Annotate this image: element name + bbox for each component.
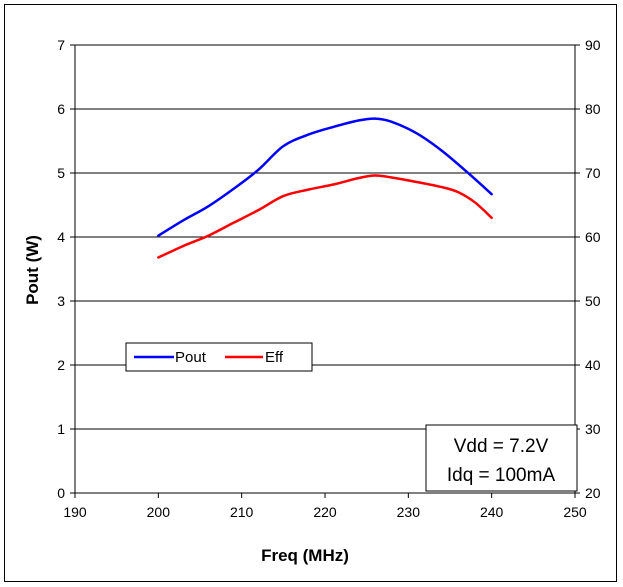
x-tick-label: 240 (480, 504, 504, 520)
x-tick-label: 230 (397, 504, 421, 520)
x-tick-label: 210 (230, 504, 254, 520)
y-right-tick-label: 20 (585, 485, 601, 501)
y-left-tick-label: 6 (57, 101, 65, 117)
y-left-tick-label: 0 (57, 485, 65, 501)
series-lines (157, 117, 493, 259)
x-tick-label: 190 (63, 504, 87, 520)
y-right-tick-label: 40 (585, 357, 601, 373)
tick-labels: 0 1 2 3 4 5 6 7 20 30 40 50 60 70 80 90 190 200 210 220 230 2… (57, 37, 601, 520)
annotation-vdd: Vdd = 7.2V (454, 436, 549, 457)
y-right-tick-label: 30 (585, 421, 601, 437)
y-left-tick-label: 4 (57, 229, 65, 245)
y-right-tick-label: 80 (585, 101, 601, 117)
legend: Pout Eff (125, 342, 313, 372)
x-tick-label: 220 (313, 504, 337, 520)
y-right-tick-label: 70 (585, 165, 601, 181)
x-tick-label: 250 (563, 504, 587, 520)
y-left-tick-label: 5 (57, 165, 65, 181)
y-left-tick-label: 7 (57, 37, 65, 53)
axes (70, 44, 580, 498)
x-axis-title: Freq (MHz) (261, 546, 349, 565)
line-chart: 0 1 2 3 4 5 6 7 20 30 40 50 60 70 80 90 190 200 210 220 230 2… (23, 37, 601, 565)
y-right-tick-label: 90 (585, 37, 601, 53)
y-right-tick-label: 50 (585, 293, 601, 309)
y-left-tick-label: 3 (57, 293, 65, 309)
conditions-annotation: Vdd = 7.2V Idq = 100mA (425, 424, 578, 492)
y-right-tick-label: 60 (585, 229, 601, 245)
series-line-pout (157, 117, 493, 237)
y-left-tick-label: 2 (57, 357, 65, 373)
series-line-eff (157, 174, 493, 259)
y-axis-title: Pout (W) (23, 235, 42, 305)
y-left-tick-label: 1 (57, 421, 65, 437)
legend-pout-label: Pout (175, 349, 207, 366)
x-tick-label: 200 (147, 504, 171, 520)
annotation-box (425, 424, 578, 492)
legend-eff-label: Eff (265, 349, 284, 366)
chart-frame: 0 1 2 3 4 5 6 7 20 30 40 50 60 70 80 90 190 200 210 220 230 2… (4, 4, 617, 582)
annotation-idq: Idq = 100mA (447, 465, 556, 486)
